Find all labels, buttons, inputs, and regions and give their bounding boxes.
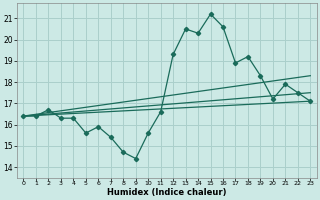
X-axis label: Humidex (Indice chaleur): Humidex (Indice chaleur)	[107, 188, 227, 197]
